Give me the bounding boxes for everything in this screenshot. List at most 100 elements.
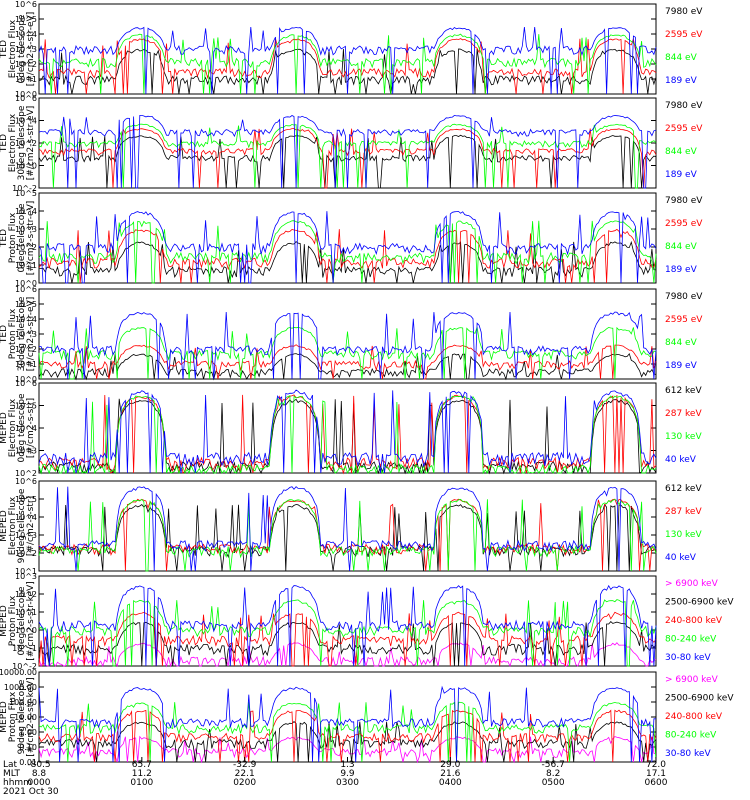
series-trace-blue bbox=[38, 486, 657, 572]
legend-entry: 80-240 keV bbox=[665, 731, 717, 741]
y-axis-label-line: Proton Flux bbox=[8, 595, 18, 646]
legend-entry: 7980 eV bbox=[665, 101, 703, 111]
legend-entry: 130 keV bbox=[665, 530, 702, 540]
panel-frame bbox=[38, 192, 657, 284]
legend-entry: 287 keV bbox=[665, 409, 702, 419]
y-tick-label: 10^3 bbox=[15, 447, 37, 456]
y-tick-label: 10^4 bbox=[15, 424, 37, 433]
series-trace-black bbox=[38, 621, 657, 667]
x-tick-label-hhmm: 0100 bbox=[130, 778, 153, 788]
y-axis-label-line: TED bbox=[0, 325, 9, 344]
x-tick-label-lat: 29.0 bbox=[440, 760, 460, 770]
x-tick-label-hhmm: 0000 bbox=[28, 778, 51, 788]
legend-entry: 2500-6900 keV bbox=[665, 598, 734, 608]
x-tick-label-mlt: 17.1 bbox=[646, 769, 666, 779]
panel-4: 10^6 10^5 10^4 10^3 10^2 10^1 10^0 TEDProton Fl… bbox=[0, 285, 703, 384]
y-tick-label: 10^2 bbox=[15, 590, 37, 599]
y-tick-label: 10^2 bbox=[15, 60, 37, 69]
y-axis-label-line: [#/cm2-s-str-eV] bbox=[26, 12, 36, 87]
series-trace-magenta bbox=[38, 735, 657, 764]
y-axis-label-line: 90deg telescope bbox=[17, 679, 27, 754]
series-trace-blue bbox=[38, 26, 657, 95]
series-trace-blue bbox=[38, 584, 657, 667]
y-axis-label-line: MEPED bbox=[0, 510, 9, 542]
y-axis-label-line: Proton Flux bbox=[8, 212, 18, 263]
legend-entry: 7980 eV bbox=[665, 7, 703, 17]
y-axis-label-line: [#/cm2-s-str-eV] bbox=[26, 106, 36, 181]
x-tick-label-lat: 65.7 bbox=[132, 760, 152, 770]
panel-6: 10^6 10^5 10^4 10^3 10^2 10^1 MEPEDElectron Fl… bbox=[0, 477, 702, 576]
y-tick-label: 1.00 bbox=[19, 728, 37, 737]
y-tick-label: 10^0 bbox=[15, 626, 37, 635]
legend-entry: 189 eV bbox=[665, 265, 698, 275]
legend-entry: 80-240 keV bbox=[665, 635, 717, 645]
y-axis-label: MEPEDProton Flux0deg telescope[#/cm2-s-s… bbox=[0, 581, 36, 660]
x-tick-label-lat: -32.9 bbox=[233, 760, 257, 770]
y-tick-label: 10000.00 bbox=[0, 668, 37, 677]
series-trace-red bbox=[38, 344, 657, 380]
x-tick-label-hhmm: 0400 bbox=[439, 778, 462, 788]
panel-1: 10^6 10^5 10^4 10^3 10^2 10^1 10^0 TEDElectron … bbox=[0, 0, 703, 99]
series-trace-blue bbox=[38, 114, 657, 189]
y-axis-label-line: [#/cm2-s-str-keV] bbox=[26, 677, 36, 756]
y-axis-label-line: 30deg telescope bbox=[17, 105, 27, 180]
y-tick-label: 10^1 bbox=[15, 75, 37, 84]
legend-entry: 612 keV bbox=[665, 386, 702, 396]
y-tick-label: 10^5 bbox=[15, 15, 37, 24]
y-axis-label-line: MEPED bbox=[0, 605, 9, 637]
y-tick-label: 10^-2 bbox=[12, 184, 37, 193]
x-row-label: hhmm bbox=[3, 778, 32, 788]
y-axis-label-line: 90deg telescope bbox=[17, 488, 27, 563]
y-tick-label: 10^2 bbox=[15, 243, 37, 252]
y-tick-label: 10^1 bbox=[15, 567, 37, 576]
y-axis-label-line: MEPED bbox=[0, 701, 9, 733]
panel-8: 10000.00 1000.00 100.00 10.00 1.00 0.10 0.01 ME… bbox=[0, 668, 734, 767]
series-trace-red bbox=[38, 709, 657, 763]
series-trace-red bbox=[39, 394, 657, 475]
series-trace-blue bbox=[38, 211, 657, 284]
y-axis-label-line: [#/cm2-s-str-keV] bbox=[26, 581, 36, 660]
x-row-label: 2021 Oct 30 bbox=[3, 787, 59, 797]
y-tick-label: 10^6 bbox=[15, 0, 37, 9]
y-tick-label: 10^5 bbox=[15, 495, 37, 504]
legend-entry: 2500-6900 keV bbox=[665, 694, 734, 704]
y-tick-label: 10^6 bbox=[15, 477, 37, 486]
series-trace-green bbox=[38, 599, 657, 667]
y-tick-label: 10^2 bbox=[15, 469, 37, 478]
x-tick-label-lat: -56.7 bbox=[542, 760, 565, 770]
y-axis-label-line: TED bbox=[0, 229, 9, 248]
legend-entry: 2595 eV bbox=[665, 315, 703, 325]
y-tick-label: 10^4 bbox=[15, 315, 37, 324]
legend-entry: 189 eV bbox=[665, 361, 698, 371]
x-tick-label-mlt: 11.2 bbox=[132, 769, 152, 779]
y-tick-label: 10^1 bbox=[15, 608, 37, 617]
y-tick-label: 10^3 bbox=[15, 330, 37, 339]
panel-frame bbox=[38, 480, 657, 572]
series-trace-black bbox=[38, 240, 657, 284]
y-tick-label: 10^6 bbox=[15, 94, 37, 103]
y-axis-label-line: MEPED bbox=[0, 412, 9, 444]
y-tick-label: 100.00 bbox=[9, 698, 37, 707]
y-tick-label: 10^5 bbox=[15, 402, 37, 411]
y-tick-label: 10^-2 bbox=[12, 662, 37, 671]
legend-entry: 189 eV bbox=[665, 170, 698, 180]
y-tick-label: 10^6 bbox=[15, 285, 37, 294]
x-tick-label-mlt: 21.6 bbox=[440, 769, 460, 779]
y-axis-label-line: [#/cm2-s-str] bbox=[26, 398, 36, 458]
y-axis-label-line: Electron Flux bbox=[8, 496, 18, 555]
y-tick-label: 10^4 bbox=[15, 207, 37, 216]
y-axis-label-line: Proton Flux bbox=[8, 691, 18, 742]
x-row-label: Lat bbox=[3, 760, 18, 770]
series-trace-magenta bbox=[38, 642, 657, 668]
y-axis-label-line: Proton Flux bbox=[8, 308, 18, 359]
y-axis-label-line: Electron Flux bbox=[8, 19, 18, 78]
y-axis-label-line: TED bbox=[0, 40, 9, 59]
y-tick-label: 10^1 bbox=[15, 261, 37, 270]
legend-entry: 2595 eV bbox=[665, 219, 703, 229]
y-axis-label-line: 0deg telescope bbox=[17, 393, 27, 463]
series-trace-green bbox=[38, 220, 657, 284]
y-tick-label: 10^0 bbox=[15, 162, 37, 171]
legend-entry: > 6900 keV bbox=[665, 675, 719, 685]
y-axis-label: MEPEDElectron Flux90deg telescope[#/cm2-… bbox=[0, 488, 36, 563]
